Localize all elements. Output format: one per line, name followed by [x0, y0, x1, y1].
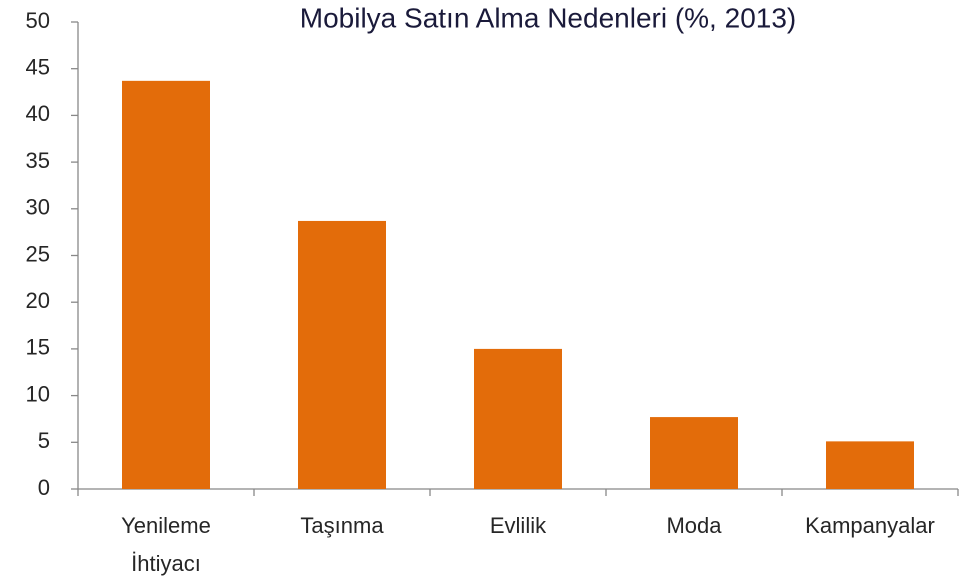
y-tick-label: 0: [38, 475, 50, 500]
y-tick-label: 5: [38, 428, 50, 453]
y-tick-label: 20: [26, 288, 50, 313]
x-tick-label: Moda: [666, 513, 722, 538]
y-tick-label: 10: [26, 381, 50, 406]
y-tick-label: 40: [26, 101, 50, 126]
y-tick-label: 35: [26, 148, 50, 173]
x-tick-label: Yenileme İhtiyacı: [121, 513, 211, 576]
chart-title: Mobilya Satın Alma Nedenleri (%, 2013): [300, 2, 796, 33]
bar: [650, 417, 738, 489]
bar: [474, 348, 562, 489]
x-tick-label: Evlilik: [490, 513, 547, 538]
x-tick-label: Taşınma: [300, 513, 384, 538]
y-tick-label: 15: [26, 335, 50, 360]
y-tick-label: 50: [26, 8, 50, 33]
x-tick-label: Kampanyalar: [805, 513, 935, 538]
bar: [122, 80, 210, 489]
y-tick-label: 25: [26, 241, 50, 266]
bar: [298, 220, 386, 489]
y-tick-label: 30: [26, 195, 50, 220]
bar: [826, 441, 914, 489]
y-tick-label: 45: [26, 55, 50, 80]
